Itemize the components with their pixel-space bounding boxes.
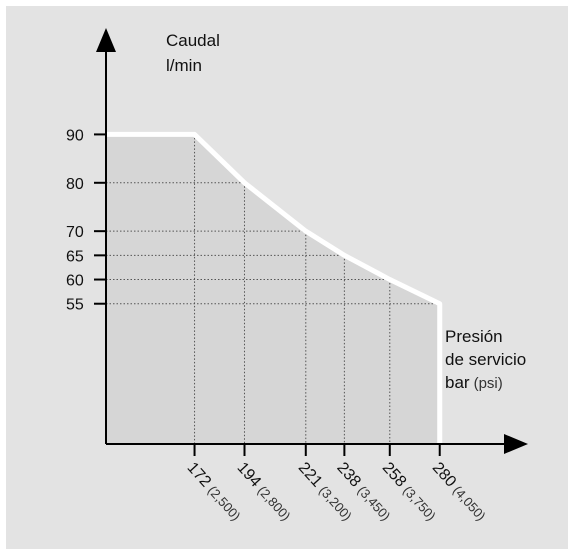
curve-fill-area: [106, 134, 440, 444]
x-axis-title-line2: de servicio: [445, 350, 526, 369]
x-axis-arrow: [504, 434, 528, 454]
x-tick-label-psi: (2,500): [205, 483, 244, 524]
x-tick-label-bar: 258: [379, 459, 410, 490]
y-axis-title: Caudal: [166, 31, 220, 50]
x-tick-label-psi: (3,750): [400, 483, 439, 524]
y-axis-unit: l/min: [166, 56, 202, 75]
x-axis-unit: bar (psi): [445, 373, 503, 392]
x-tick-group: 172(2,500)194(2,800)221(3,200)238(3,450)…: [184, 444, 490, 524]
x-tick-label: 194(2,800): [234, 459, 295, 524]
x-tick-label-bar: 280: [429, 459, 460, 490]
x-axis-unit-sub: (psi): [474, 375, 503, 392]
x-tick-label-psi: (3,450): [355, 483, 394, 524]
y-tick-label: 60: [66, 273, 84, 290]
x-tick-label-bar: 194: [234, 459, 265, 490]
x-tick-label: 280(4,050): [429, 459, 490, 524]
y-tick-group: 90 80 70 65 60 55: [66, 127, 106, 314]
x-axis-unit-main: bar: [445, 373, 470, 392]
flow-pressure-curve: [106, 131, 443, 444]
y-tick-label: 70: [66, 224, 84, 241]
x-tick-label-bar: 221: [295, 459, 326, 490]
y-tick-label: 65: [66, 248, 84, 265]
y-tick-label: 55: [66, 297, 84, 314]
x-axis-title: Presión: [445, 327, 503, 346]
x-tick-label-bar: 238: [333, 459, 364, 490]
x-tick-label-psi: (2,800): [255, 483, 294, 524]
x-tick-label-psi: (4,050): [450, 483, 489, 524]
y-axis-arrow: [96, 28, 116, 52]
y-tick-label: 90: [66, 127, 84, 144]
x-tick-label-psi: (3,200): [316, 483, 355, 524]
y-tick-label: 80: [66, 176, 84, 193]
x-tick-label-bar: 172: [184, 459, 215, 490]
